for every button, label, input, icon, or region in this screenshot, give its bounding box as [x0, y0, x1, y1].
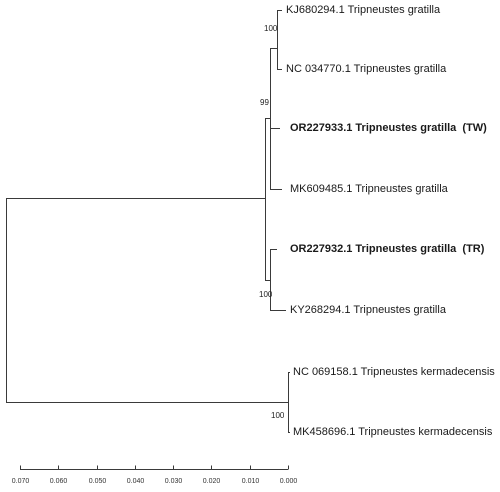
taxon-label-highlighted: OR227933.1 Tripneustes gratilla (TW): [290, 122, 487, 134]
taxon-label: KJ680294.1 Tripneustes gratilla: [286, 4, 441, 16]
taxon-label-highlighted: OR227932.1 Tripneustes gratilla (TR): [290, 243, 485, 255]
taxon-label: MK609485.1 Tripneustes gratilla: [290, 183, 448, 195]
bootstrap-value: 100: [259, 290, 273, 299]
scale-tick-label: 0.030: [164, 478, 183, 485]
bootstrap-value: 99: [260, 98, 269, 107]
scale-tick-label: 0.070: [11, 478, 30, 485]
scale-tick-label: 0.050: [88, 478, 107, 485]
scale-tick-label: 0.060: [49, 478, 68, 485]
scale-tick-label: 0.040: [126, 478, 145, 485]
scale-tick-label: 0.000: [279, 478, 298, 485]
taxon-label: MK458696.1 Tripneustes kermadecensis: [293, 426, 493, 438]
taxon-label: NC 034770.1 Tripneustes gratilla: [286, 63, 447, 75]
bootstrap-value: 100: [264, 24, 278, 33]
scale-tick-label: 0.010: [241, 478, 260, 485]
taxon-label: NC 069158.1 Tripneustes kermadecensis: [293, 366, 495, 378]
scale-tick-label: 0.020: [202, 478, 221, 485]
taxon-label: KY268294.1 Tripneustes gratilla: [290, 304, 446, 316]
bootstrap-value: 100: [271, 411, 285, 420]
